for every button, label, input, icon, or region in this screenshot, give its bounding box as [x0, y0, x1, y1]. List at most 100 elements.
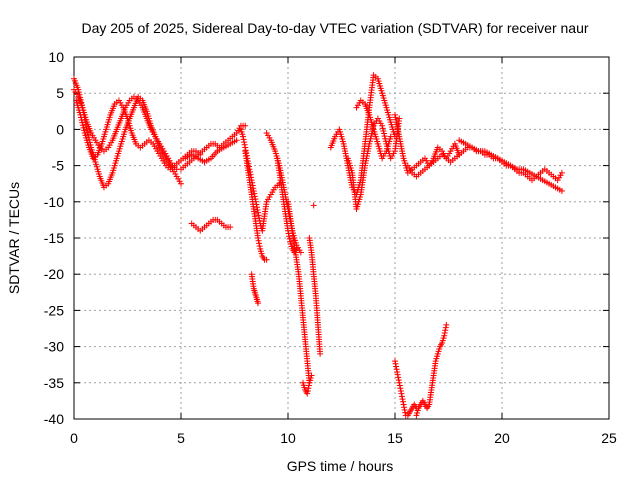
data-point	[233, 137, 240, 144]
data-point	[242, 122, 249, 129]
data-point	[80, 124, 87, 131]
y-tick-label: -5	[52, 158, 65, 174]
series-track-n	[306, 235, 324, 357]
y-tick-label: -30	[44, 339, 64, 355]
data-point	[558, 169, 565, 176]
y-tick-label: -20	[44, 266, 64, 282]
series-track-o	[310, 202, 317, 209]
series-track-l	[285, 198, 313, 386]
series-track-w	[413, 321, 450, 419]
data-point	[380, 127, 387, 134]
data-point	[401, 406, 408, 413]
data-point	[398, 393, 405, 400]
x-tick-label: 10	[280, 430, 296, 446]
chart-title: Day 205 of 2025, Sidereal Day-to-day VTE…	[81, 20, 588, 36]
data-point	[392, 358, 398, 365]
data-point	[401, 404, 408, 411]
x-tick-label: 25	[601, 430, 617, 446]
data-point	[79, 122, 86, 129]
data-point	[241, 139, 248, 146]
data-point	[251, 193, 258, 200]
data-point	[286, 235, 293, 242]
data-point	[395, 374, 402, 381]
data-point	[380, 130, 387, 137]
data-point	[392, 360, 399, 367]
data-point	[397, 385, 404, 392]
series-track-r	[353, 97, 394, 162]
data-point	[84, 128, 91, 135]
data-point	[396, 379, 403, 386]
data-point	[400, 398, 407, 405]
data-point	[255, 212, 262, 219]
series-track-u	[456, 137, 565, 194]
series-track-q	[344, 115, 403, 213]
data-point	[441, 330, 448, 337]
y-tick-label: -10	[44, 194, 64, 210]
data-point	[387, 133, 394, 140]
data-point	[310, 202, 317, 209]
data-point	[79, 119, 86, 126]
data-point	[263, 256, 270, 263]
data-point	[394, 371, 401, 378]
data-point	[442, 327, 449, 334]
x-tick-label: 0	[70, 430, 78, 446]
series-track-d	[178, 122, 249, 173]
data-point	[443, 321, 450, 328]
x-tick-label: 20	[494, 430, 510, 446]
data-point	[558, 187, 565, 194]
data-point	[286, 233, 293, 240]
data-point	[381, 133, 388, 140]
data-point	[396, 382, 403, 389]
data-point	[227, 224, 234, 231]
data-point	[255, 209, 262, 216]
data-point	[368, 133, 375, 140]
data-point	[441, 332, 448, 339]
data-point	[304, 390, 311, 397]
data-point	[366, 138, 373, 145]
data-point	[240, 133, 247, 140]
data-point	[399, 396, 406, 403]
data-point	[305, 385, 312, 392]
data-point	[400, 401, 407, 408]
series-track-i	[248, 271, 262, 307]
data-point	[393, 366, 400, 373]
series-track-f	[188, 216, 234, 234]
x-tick-label: 5	[177, 430, 185, 446]
data-point	[317, 350, 324, 357]
y-tick-label: 10	[48, 49, 64, 65]
data-point	[241, 141, 248, 148]
y-tick-label: -40	[44, 411, 64, 427]
data-point	[394, 368, 401, 375]
data-point	[255, 237, 262, 244]
data-point	[397, 387, 404, 394]
data-marks	[71, 72, 565, 419]
data-point	[251, 190, 258, 197]
series-track-h	[242, 148, 270, 263]
data-point	[256, 240, 263, 247]
y-tick-label: -15	[44, 230, 64, 246]
series-track-e	[182, 137, 240, 165]
y-axis-label: SDTVAR / TECUs	[6, 182, 22, 294]
x-axis-label: GPS time / hours	[287, 458, 394, 474]
series-track-v	[392, 358, 420, 419]
data-point	[366, 140, 373, 147]
data-point	[393, 363, 400, 370]
data-point	[254, 206, 261, 213]
data-point	[81, 127, 88, 134]
series-track-c	[71, 86, 180, 173]
data-point	[396, 115, 403, 122]
data-point	[256, 243, 263, 250]
data-point	[240, 136, 247, 143]
data-point	[256, 215, 263, 222]
data-point	[379, 122, 386, 129]
series-track-g	[237, 126, 283, 234]
data-point	[402, 409, 409, 416]
data-point	[253, 204, 260, 211]
y-tick-label: 5	[56, 85, 64, 101]
series-track-m	[299, 372, 315, 397]
y-tick-label: -25	[44, 302, 64, 318]
data-point	[304, 387, 311, 394]
data-point	[255, 235, 262, 241]
